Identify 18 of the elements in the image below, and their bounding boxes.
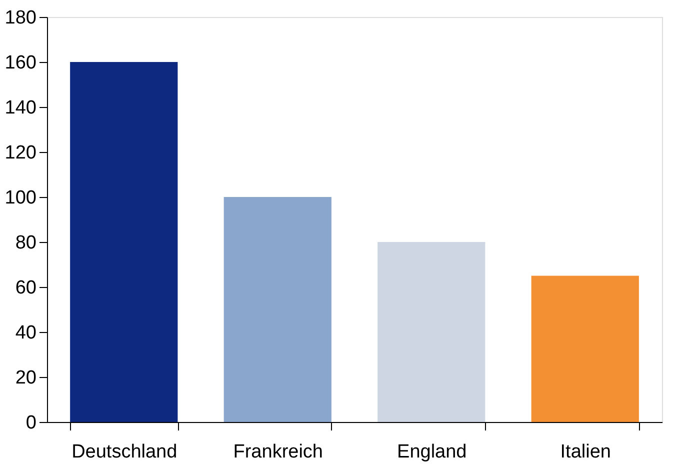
x-tick-label: England — [397, 442, 467, 462]
y-tick-label: 180 — [4, 8, 36, 28]
y-tick-label: 160 — [4, 52, 36, 74]
y-tick-label: 100 — [4, 188, 36, 208]
bar — [378, 242, 486, 422]
y-tick-label: 20 — [15, 368, 36, 388]
y-tick-label: 80 — [15, 232, 36, 254]
y-tick-label: 140 — [4, 98, 36, 118]
y-tick-label: 0 — [26, 412, 36, 434]
x-tick-label: Italien — [560, 442, 611, 462]
bar — [70, 62, 178, 422]
y-tick-label: 120 — [4, 142, 36, 164]
y-tick-label: 40 — [15, 322, 36, 344]
x-tick-label: Frankreich — [233, 442, 323, 462]
y-tick-label: 60 — [15, 278, 36, 298]
bar — [224, 197, 332, 422]
bar — [531, 276, 639, 422]
x-tick-label: Deutschland — [72, 442, 178, 462]
